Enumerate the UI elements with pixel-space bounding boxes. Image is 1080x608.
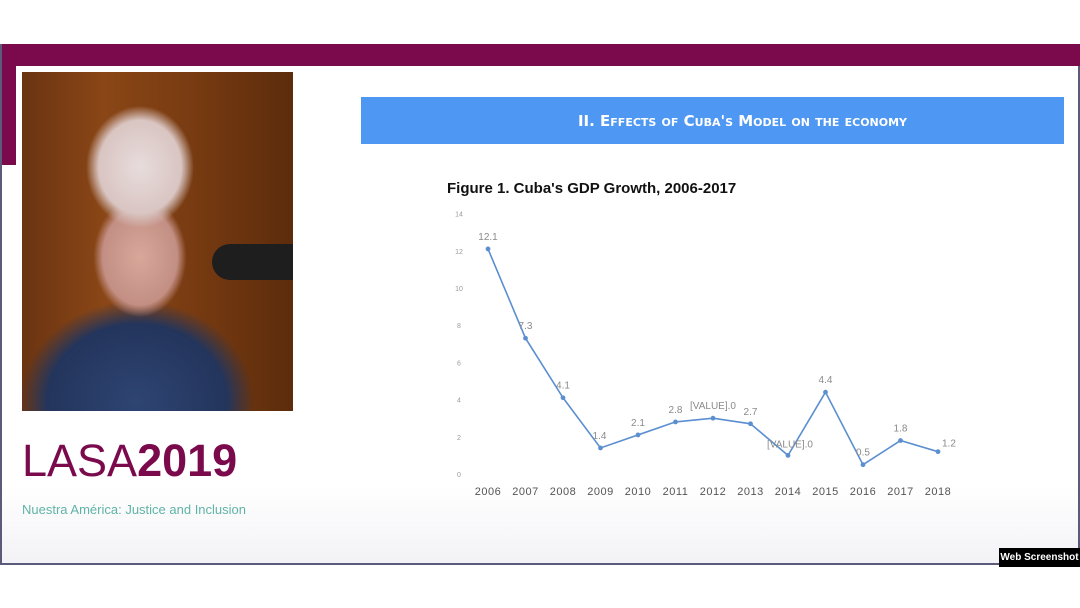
section-banner: II. Effects of Cuba's Model on the econo… bbox=[361, 97, 1064, 144]
slide: LASA2019 Nuestra América: Justice and In… bbox=[0, 44, 1080, 565]
section-title: II. Effects of Cuba's Model on the econo… bbox=[577, 111, 908, 130]
speaker-video bbox=[22, 72, 293, 411]
watermark-badge: Web Screenshot bbox=[999, 548, 1080, 567]
conference-tagline: Nuestra América: Justice and Inclusion bbox=[22, 502, 246, 517]
top-accent-band bbox=[2, 44, 1080, 66]
figure-title: Figure 1. Cuba's GDP Growth, 2006-2017 bbox=[447, 180, 737, 197]
microphone-icon bbox=[212, 244, 293, 280]
left-accent-band bbox=[2, 44, 16, 165]
lasa-logo: LASA2019 bbox=[22, 435, 238, 486]
